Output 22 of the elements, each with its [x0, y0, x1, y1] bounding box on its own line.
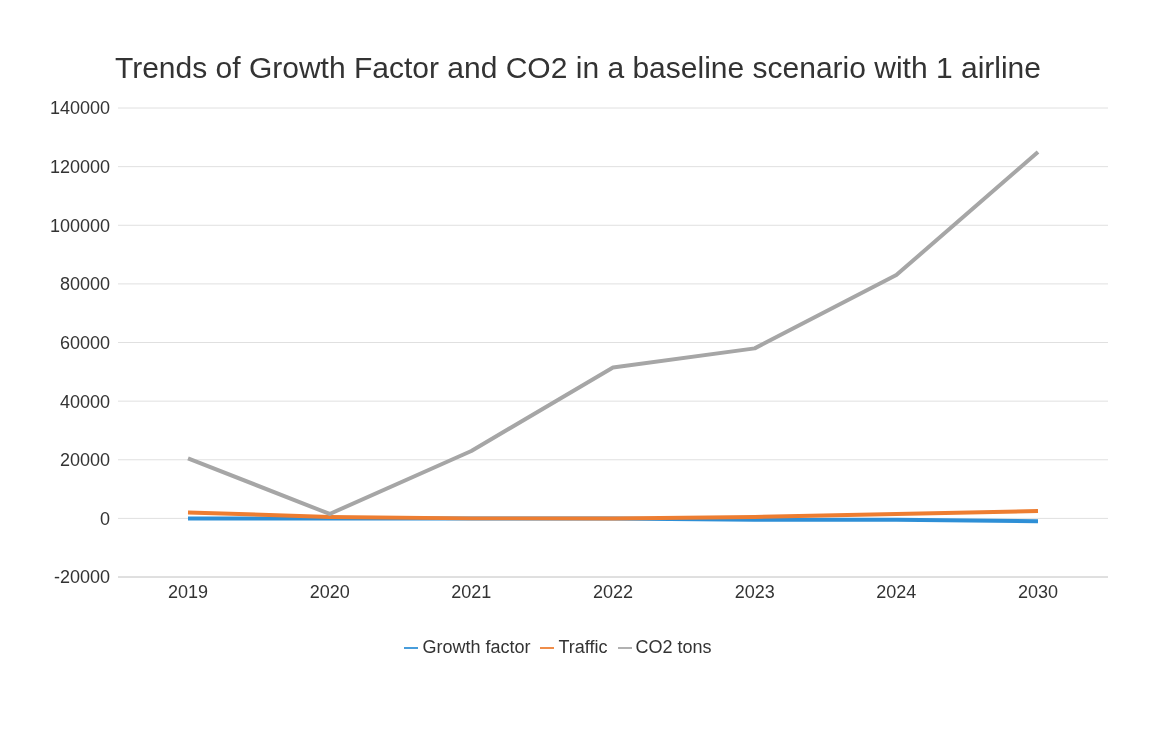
x-tick-label: 2023 — [734, 581, 775, 602]
y-tick-label: 20000 — [59, 450, 110, 471]
y-tick-label: 140000 — [49, 98, 110, 119]
x-tick-label: 2024 — [876, 581, 917, 602]
line-series — [186, 509, 1040, 521]
chart-title: Trends of Growth Factor and CO2 in a baseline scenario with 1 airline — [114, 50, 1042, 86]
x-tick-label: 2030 — [1017, 581, 1059, 602]
legend-label: CO2 tons — [635, 637, 712, 657]
y-tick-label: 100000 — [49, 215, 110, 236]
x-tick-label: 2022 — [592, 581, 634, 602]
x-tick-label: 2021 — [451, 581, 492, 602]
y-tick-label: 80000 — [59, 274, 110, 295]
y-tick-label: 0 — [99, 508, 110, 529]
legend-label: Traffic — [558, 637, 608, 657]
y-tick-label: 60000 — [59, 332, 110, 353]
legend-label: Growth factor — [422, 637, 531, 657]
y-tick-label: -20000 — [53, 567, 110, 588]
x-tick-label: 2019 — [167, 581, 209, 602]
x-tick-label: 2020 — [309, 581, 350, 602]
line-series — [186, 149, 1040, 516]
y-tick-label: 40000 — [59, 391, 110, 412]
y-tick-label: 120000 — [49, 157, 110, 178]
